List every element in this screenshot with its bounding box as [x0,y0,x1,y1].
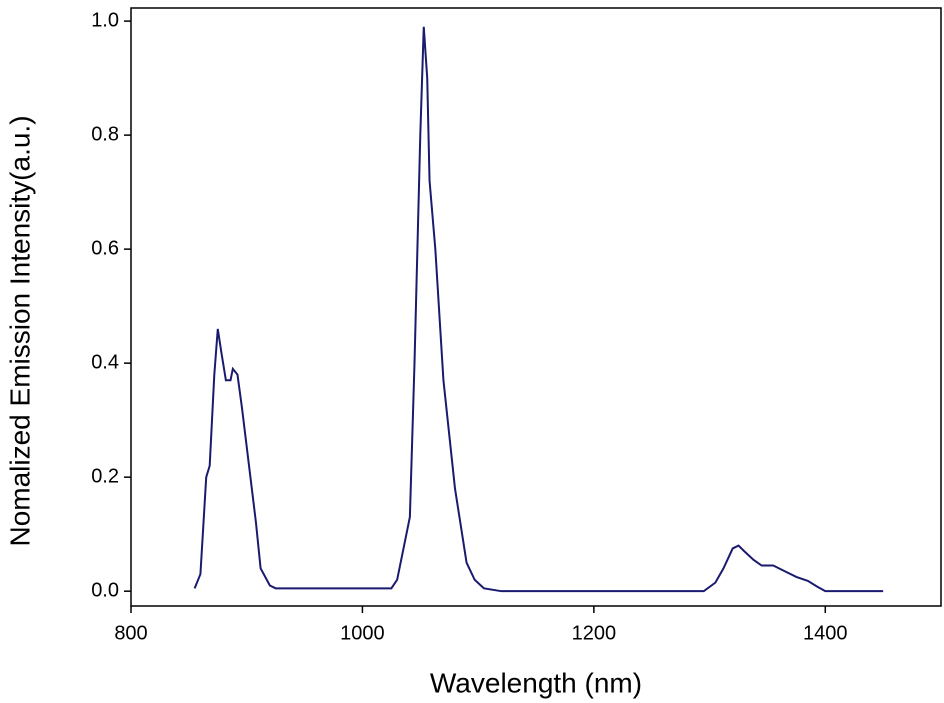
x-tick-label: 1400 [803,622,848,644]
plot-frame [130,7,942,607]
y-tick-label: 0.8 [91,123,119,145]
y-tick-label: 0.6 [91,237,119,259]
y-tick-label: 1.0 [91,9,119,31]
x-axis-title: Wavelength (nm) [430,667,642,698]
x-tick-label: 1000 [340,622,385,644]
line-series [193,26,884,593]
y-tick-label: 0.0 [91,579,119,601]
y-tick-label: 0.4 [91,351,119,373]
x-tick-label: 800 [114,622,147,644]
y-axis-title: Nomalized Emission Intensity(a.u.) [4,115,35,546]
y-tick-label: 0.2 [91,465,119,487]
x-tick-label: 1200 [572,622,617,644]
